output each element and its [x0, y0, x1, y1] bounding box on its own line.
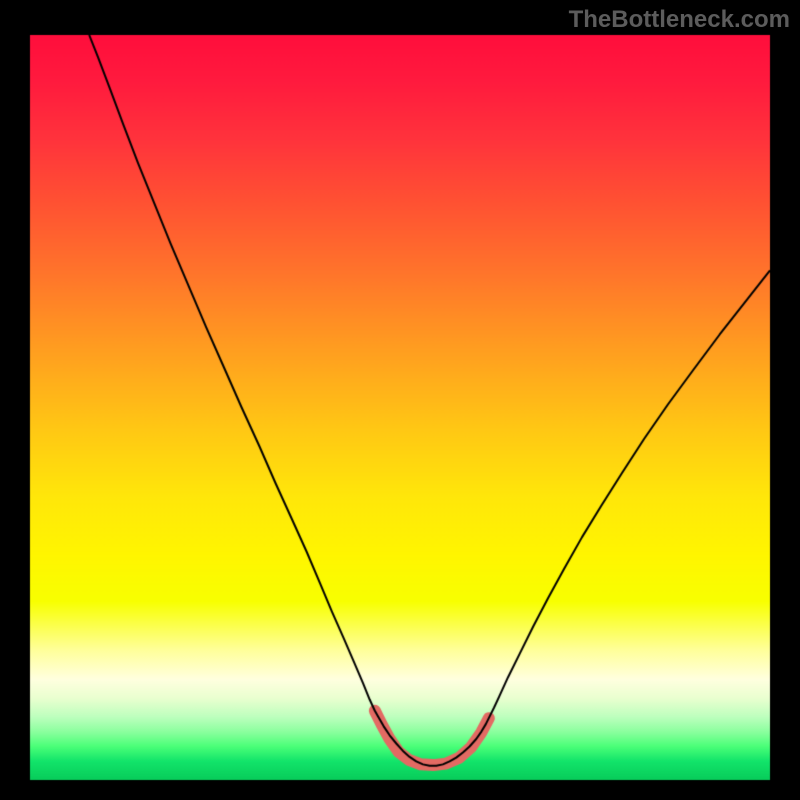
bottleneck-curve-chart	[0, 0, 800, 800]
watermark-text: TheBottleneck.com	[569, 6, 790, 34]
